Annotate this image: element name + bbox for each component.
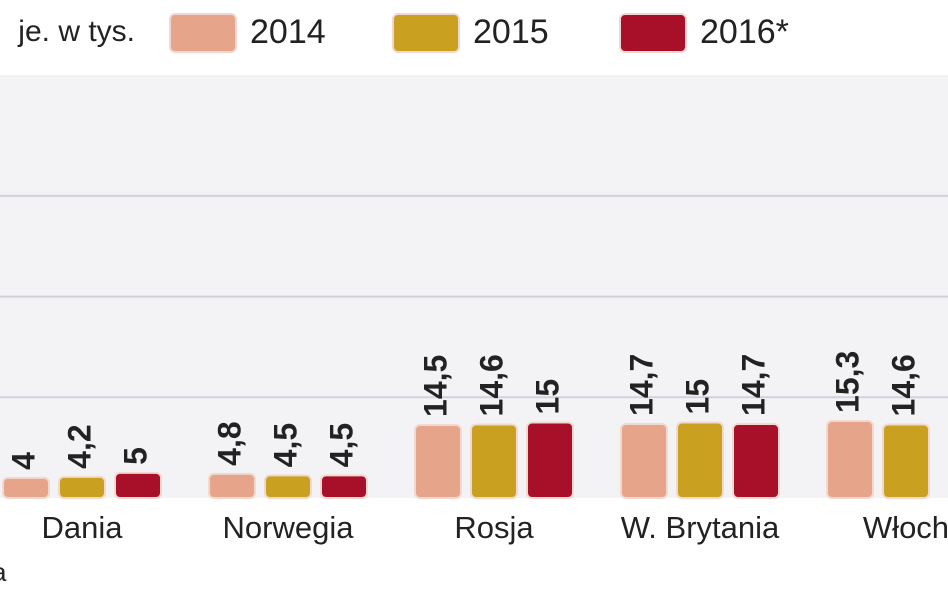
- legend-label: 2014: [250, 13, 326, 51]
- bar: [414, 423, 462, 500]
- bar: [732, 422, 780, 500]
- bar: [882, 423, 930, 500]
- value-label: 14,7: [623, 354, 659, 416]
- bar: [264, 474, 312, 500]
- bar: [620, 422, 668, 500]
- legend-swatch: [392, 13, 460, 53]
- value-label: 4,5: [323, 423, 359, 467]
- bar: [526, 421, 574, 500]
- x-tick-label: Rosja: [454, 510, 534, 545]
- legend-label: 2016*: [700, 13, 789, 51]
- value-label: 5: [117, 447, 153, 465]
- value-label: 14,6: [885, 354, 921, 416]
- value-label: 15,3: [829, 351, 865, 413]
- value-label: 15: [529, 379, 565, 415]
- legend-swatch: [619, 13, 687, 53]
- bar: [676, 421, 724, 500]
- x-tick-label: Norwegia: [223, 510, 355, 545]
- bar: [320, 474, 368, 500]
- value-label: 4: [5, 452, 41, 470]
- subtitle: je. w tys.: [17, 15, 135, 48]
- source: a: [0, 557, 7, 587]
- value-label: 14,5: [417, 355, 453, 417]
- legend-label: 2015: [473, 13, 549, 51]
- x-tick-label: Dania: [42, 510, 124, 545]
- bar: [826, 419, 874, 500]
- x-tick-label: W. Brytania: [621, 510, 780, 545]
- bar: [58, 475, 106, 500]
- legend-swatch: [169, 13, 237, 53]
- value-label: 4,8: [211, 421, 247, 465]
- bar: [470, 423, 518, 500]
- bar: [208, 472, 256, 500]
- bar: [2, 476, 50, 500]
- value-label: 14,6: [473, 354, 509, 416]
- value-label: 4,5: [267, 423, 303, 467]
- bar: [114, 471, 162, 500]
- value-label: 14,7: [735, 354, 771, 416]
- x-tick-label: Włoch: [863, 510, 948, 545]
- value-label: 4,2: [61, 424, 97, 468]
- value-label: 15: [679, 379, 715, 415]
